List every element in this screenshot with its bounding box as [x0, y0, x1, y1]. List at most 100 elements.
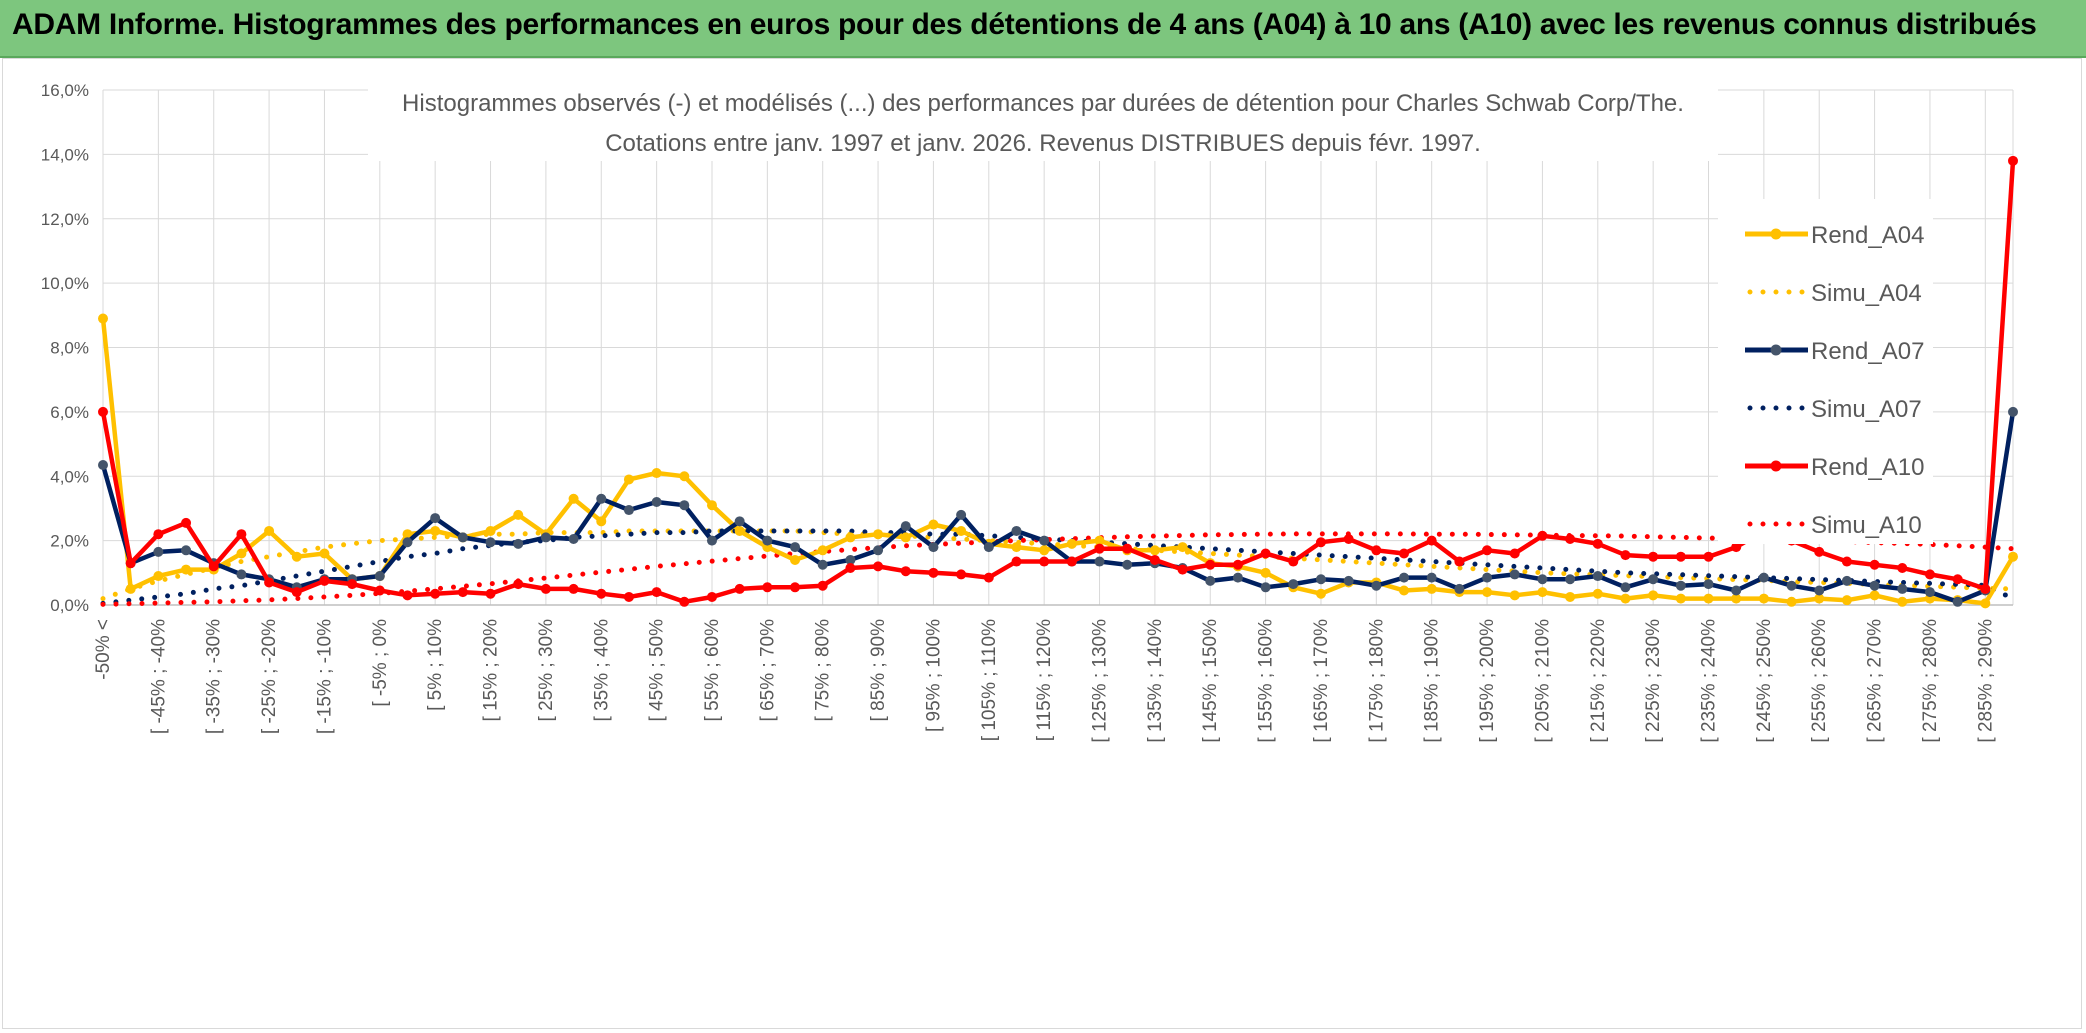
x-tick-label: [ 55% ; 60%	[702, 619, 723, 722]
legend-label: Simu_A07	[1811, 396, 1922, 423]
y-tick-label: 10,0%	[41, 274, 89, 293]
data-point	[1565, 574, 1576, 585]
series-line	[100, 528, 2016, 606]
data-point	[1482, 572, 1493, 583]
data-point	[1343, 575, 1354, 586]
data-point	[2008, 406, 2018, 417]
data-point	[1703, 579, 1714, 590]
data-point	[1980, 583, 1991, 594]
data-point	[1205, 559, 1216, 570]
data-point	[1731, 542, 1742, 553]
data-point	[153, 571, 164, 582]
series-line	[100, 528, 2016, 602]
chart-title-line-1: Histogrammes observés (-) et modélisés (…	[402, 90, 1684, 117]
data-point	[845, 532, 856, 543]
data-point	[623, 505, 634, 516]
data-point	[2008, 551, 2018, 562]
legend-label: Rend_A07	[1811, 338, 1924, 365]
data-point	[1426, 572, 1437, 583]
data-point	[1841, 575, 1852, 586]
data-point	[679, 500, 690, 511]
data-point	[956, 525, 967, 536]
data-point	[1869, 580, 1880, 591]
data-point	[1675, 551, 1686, 562]
data-point	[1592, 538, 1603, 549]
data-point	[1897, 562, 1908, 573]
data-point	[208, 561, 219, 572]
data-point	[513, 509, 524, 520]
y-tick-label: 12,0%	[41, 210, 89, 229]
x-tick-label: -50% <	[93, 619, 114, 680]
data-point	[1648, 551, 1659, 562]
banner: ADAM Informe. Histogrammes des performan…	[0, 0, 2086, 58]
data-point	[1039, 556, 1050, 567]
data-point	[1952, 574, 1963, 585]
data-point	[1232, 572, 1243, 583]
x-tick-label: [ 35% ; 40%	[591, 619, 612, 722]
data-point	[1149, 554, 1160, 565]
data-point	[1371, 580, 1382, 591]
data-point	[1288, 579, 1299, 590]
chart-area: 0,0% 2,0% 4,0% 6,0% 8,0% 10,0% 12,0% 14,0% 16,0%…	[2, 58, 2082, 1029]
data-point	[1675, 580, 1686, 591]
data-point	[956, 509, 967, 520]
data-point	[1066, 538, 1077, 549]
data-point	[181, 545, 192, 556]
data-point	[762, 535, 773, 546]
data-point	[706, 591, 717, 602]
y-tick-label: 8,0%	[50, 339, 89, 358]
data-point	[1509, 590, 1520, 601]
x-tick-label: [ -25% ; -20%	[259, 619, 280, 734]
data-point	[347, 579, 358, 590]
legend-marker	[1770, 228, 1782, 240]
data-point	[540, 583, 551, 594]
data-point	[236, 529, 247, 540]
data-point	[651, 468, 662, 479]
x-axis-ticks: -50% < [ -45% ; -40% [ -35% ; -30% [ -25% ;…	[93, 619, 1996, 743]
data-point	[1869, 559, 1880, 570]
data-point	[1315, 574, 1326, 585]
data-point	[790, 542, 801, 553]
x-tick-label: [ 165% ; 170%	[1311, 619, 1332, 743]
data-point	[1177, 542, 1188, 553]
data-point	[568, 534, 579, 545]
x-tick-label: [ 135% ; 140%	[1145, 619, 1166, 743]
data-point	[956, 569, 967, 580]
data-point	[485, 525, 496, 536]
series-line	[100, 160, 2016, 605]
data-point	[928, 519, 939, 530]
data-point	[1039, 535, 1050, 546]
x-tick-label: [ 215% ; 220%	[1588, 619, 1609, 743]
x-tick-label: [ 5% ; 10%	[425, 619, 446, 711]
data-point	[236, 569, 247, 580]
data-point	[873, 529, 884, 540]
data-point	[540, 532, 551, 543]
data-point	[1482, 587, 1493, 598]
data-point	[790, 554, 801, 565]
data-point	[1814, 593, 1825, 604]
data-point	[900, 532, 911, 543]
data-point	[1675, 593, 1686, 604]
data-point	[900, 521, 911, 532]
legend-label: Simu_A04	[1811, 280, 1922, 307]
data-point	[1897, 596, 1908, 607]
data-point	[485, 537, 496, 548]
data-point	[790, 582, 801, 593]
data-point	[513, 538, 524, 549]
data-point	[1620, 593, 1631, 604]
data-point	[1399, 585, 1410, 596]
data-point	[1426, 535, 1437, 546]
data-point	[1952, 596, 1963, 607]
data-point	[928, 567, 939, 578]
legend-item-simu_a07: Simu_A07	[1747, 396, 1922, 423]
x-tick-label: [ 105% ; 110%	[979, 619, 1000, 741]
legend-label: Rend_A04	[1811, 222, 1924, 249]
data-point	[1399, 548, 1410, 559]
series-simu_a04	[100, 528, 2016, 602]
data-point	[762, 582, 773, 593]
data-point	[983, 572, 994, 583]
data-point	[1260, 567, 1271, 578]
y-tick-label: 2,0%	[50, 532, 89, 551]
data-point	[1066, 556, 1077, 567]
data-point	[1758, 572, 1769, 583]
